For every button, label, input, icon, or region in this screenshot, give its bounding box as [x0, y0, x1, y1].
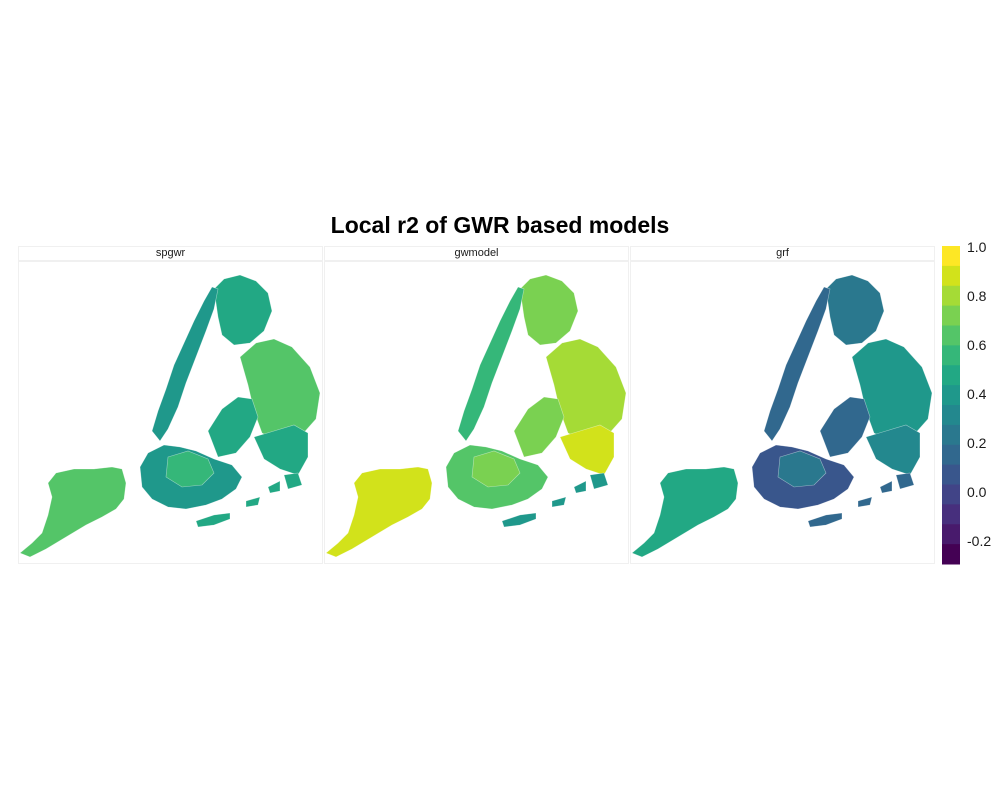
legend-color-step — [942, 246, 960, 267]
legend-color-step — [942, 405, 960, 426]
legend-tick-label: 0.6 — [967, 336, 987, 353]
legend-color-step — [942, 345, 960, 366]
legend-color-step — [942, 464, 960, 485]
region-staten-island — [19, 466, 127, 558]
facet-strip-grf: grf — [630, 246, 935, 261]
region-manhattan — [457, 286, 525, 442]
legend-color-step — [942, 504, 960, 525]
nyc-map-grf — [631, 274, 933, 558]
region-bronx — [213, 274, 273, 346]
legend-colorbar — [942, 246, 960, 565]
color-legend: 1.0 0.8 0.6 0.4 0.2 0.0 -0.2 — [942, 239, 1000, 566]
region-manhattan — [763, 286, 831, 442]
region-queens-southeast — [865, 424, 921, 476]
legend-color-step — [942, 444, 960, 466]
legend-color-step — [942, 365, 960, 386]
region-rockaway — [195, 472, 303, 528]
region-brooklyn-central — [777, 450, 827, 488]
panel-area — [18, 261, 323, 564]
legend-color-step — [942, 265, 960, 287]
legend-tick-label: 1.0 — [967, 239, 987, 255]
region-queens-west — [207, 396, 259, 458]
region-queens-west — [819, 396, 871, 458]
region-bronx — [825, 274, 885, 346]
region-rockaway — [807, 472, 915, 528]
legend-color-step — [942, 285, 960, 307]
region-queens-west — [513, 396, 565, 458]
legend-tick-label: 0.8 — [967, 287, 987, 304]
legend-tick-label: 0.2 — [967, 434, 987, 451]
legend-color-step — [942, 325, 960, 346]
panel-gwmodel: gwmodel — [324, 246, 629, 564]
legend-color-step — [942, 484, 960, 505]
region-staten-island — [631, 466, 739, 558]
panel-spgwr: spgwr — [18, 246, 323, 564]
legend-color-step — [942, 524, 960, 545]
legend-tick-label: -0.2 — [967, 532, 992, 549]
legend-tick-label: 0.4 — [967, 385, 987, 402]
legend-color-step — [942, 424, 960, 446]
region-staten-island — [325, 466, 433, 558]
panel-area — [324, 261, 629, 564]
region-manhattan — [151, 286, 219, 442]
legend-color-step — [942, 385, 960, 406]
facet-strip-spgwr: spgwr — [18, 246, 323, 261]
legend-color-step — [942, 544, 960, 565]
legend-color-step — [942, 305, 960, 326]
nyc-map-spgwr — [19, 274, 321, 558]
legend-tick-label: 0.0 — [967, 483, 987, 500]
region-queens-southeast — [253, 424, 309, 476]
panel-area — [630, 261, 935, 564]
region-brooklyn-central — [165, 450, 215, 488]
region-rockaway — [501, 472, 609, 528]
nyc-map-gwmodel — [325, 274, 627, 558]
region-bronx — [519, 274, 579, 346]
region-queens-southeast — [559, 424, 615, 476]
panel-grf: grf — [630, 246, 935, 564]
region-brooklyn-central — [471, 450, 521, 488]
facet-strip-gwmodel: gwmodel — [324, 246, 629, 261]
plot-title: Local r2 of GWR based models — [330, 212, 670, 238]
